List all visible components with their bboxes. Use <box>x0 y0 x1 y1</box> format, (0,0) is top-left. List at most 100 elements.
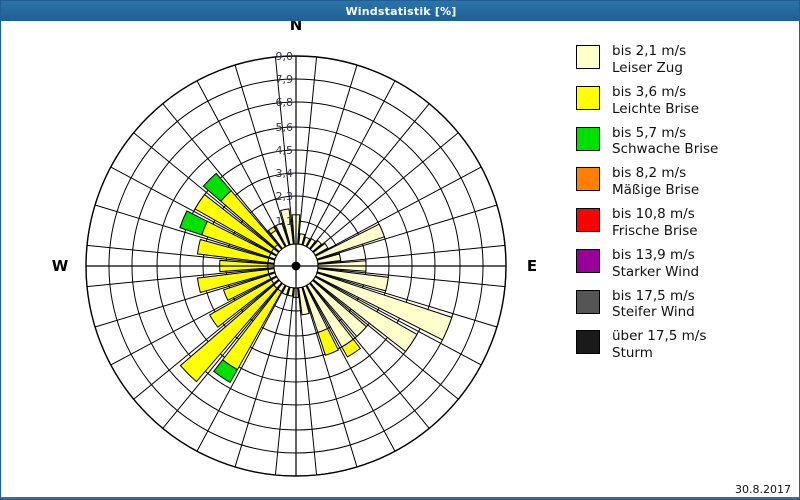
radial-tick-label: 5,6 <box>276 121 294 134</box>
legend-label-group: bis 5,7 m/s Schwache Brise <box>612 125 718 159</box>
legend-speed-label: bis 13,9 m/s <box>612 246 695 263</box>
windrose-petal-segment <box>202 172 232 202</box>
windrose-petal-segment <box>341 338 362 358</box>
legend-label-group: über 17,5 m/s Sturm <box>612 328 706 362</box>
legend-item: bis 17,5 m/s Steifer Wind <box>576 288 796 322</box>
radial-tick-labels: 1,1 2,3 3,4 4,5 5,6 6,8 7,9 9,0 <box>276 50 294 228</box>
legend-label-group: bis 10,8 m/s Frische Brise <box>612 206 698 240</box>
grid-spoke <box>94 271 276 328</box>
legend-color-swatch <box>576 45 600 69</box>
legend-item: bis 8,2 m/s Mäßige Brise <box>576 165 796 199</box>
grid-spoke <box>316 271 498 328</box>
windrose-plot-area: 1,1 2,3 3,4 4,5 5,6 6,8 7,9 9,0 N E S W <box>1 21 567 499</box>
grid-spoke <box>312 132 459 253</box>
legend-speed-label: bis 3,6 m/s <box>612 83 687 100</box>
legend-label-group: bis 13,9 m/s Starker Wind <box>612 247 699 281</box>
window-title: Windstatistik [%] <box>345 4 457 18</box>
grid-spoke <box>234 64 291 246</box>
legend-speed-label: über 17,5 m/s <box>612 328 707 345</box>
legend-name-label: Starker Wind <box>612 263 700 280</box>
legend-speed-label: bis 17,5 m/s <box>612 287 695 304</box>
grid-spoke <box>110 275 277 366</box>
radial-tick-label: 2,3 <box>276 190 294 203</box>
grid-spoke <box>110 166 277 257</box>
legend-color-swatch <box>576 289 600 314</box>
windrose-petals <box>179 172 453 384</box>
grid-spoke <box>274 56 295 245</box>
legend-label-group: bis 8,2 m/s Mäßige Brise <box>612 165 699 199</box>
legend-item: bis 3,6 m/s Leichte Brise <box>576 84 796 118</box>
legend-speed-label: bis 2,1 m/s <box>612 43 687 59</box>
radial-tick-label: 3,4 <box>276 167 294 180</box>
grid-spoke <box>309 103 430 250</box>
grid-spoke <box>297 56 318 245</box>
grid-spoke <box>305 80 396 247</box>
legend-item: bis 5,7 m/s Schwache Brise <box>576 125 796 159</box>
legend-name-label: Schwache Brise <box>612 141 719 158</box>
grid-spoke <box>301 64 358 246</box>
compass-label-east: E <box>527 257 537 275</box>
legend-color-swatch <box>576 167 600 192</box>
grid-spoke <box>196 285 287 452</box>
windrose-petal-segment <box>196 268 270 294</box>
legend-label-group: bis 17,5 m/s Steifer Wind <box>612 288 695 322</box>
grid-spoke <box>94 204 276 261</box>
radial-tick-label: 1,1 <box>276 215 294 228</box>
legend-speed-label: bis 8,2 m/s <box>612 165 687 182</box>
grid-spoke <box>317 267 506 288</box>
grid-spoke <box>301 286 358 468</box>
grid-spoke <box>274 287 295 476</box>
legend-speed-label: bis 5,7 m/s <box>612 124 687 141</box>
radial-tick-label: 4,5 <box>276 144 294 157</box>
grid-spoke <box>312 279 459 400</box>
footer-date: 30.8.2017 <box>735 483 791 496</box>
grid-spoke <box>317 244 506 265</box>
grid-spoke <box>86 267 275 288</box>
legend-name-label: Leichte Brise <box>612 100 700 117</box>
windrose-petal-segment <box>194 193 275 253</box>
compass-label-south: S <box>291 494 302 499</box>
legend-item: bis 2,1 m/s Leiser Zug <box>576 43 796 77</box>
legend-item: über 17,5 m/s Sturm <box>576 328 796 362</box>
grid-spoke <box>133 279 280 400</box>
legend-name-label: Frische Brise <box>612 222 698 239</box>
windrose-petal-segment <box>208 279 275 328</box>
windrose-petal-segment <box>179 284 278 383</box>
grid-spoke <box>305 285 396 452</box>
grid-spoke <box>297 287 318 476</box>
grid-spoke <box>196 80 287 247</box>
compass-labels: N E S W <box>52 21 537 499</box>
radial-tick-label: 9,0 <box>276 50 294 63</box>
legend-label-group: bis 3,6 m/s Leichte Brise <box>612 84 699 118</box>
legend-label-group: bis 2,1 m/s Leiser Zug <box>612 43 686 77</box>
grid-spoke <box>86 244 275 265</box>
grid-spoke <box>309 282 430 429</box>
grid-spoke <box>234 286 291 468</box>
compass-label-west: W <box>52 257 69 275</box>
windrose-petal-segment <box>317 327 340 356</box>
radial-tick-label: 7,9 <box>276 73 294 86</box>
grid-spoke <box>315 166 482 257</box>
radial-tick-label: 6,8 <box>276 96 294 109</box>
legend-name-label: Steifer Wind <box>612 304 695 321</box>
legend-item: bis 13,9 m/s Starker Wind <box>576 247 796 281</box>
legend-color-swatch <box>576 248 600 273</box>
legend-speed-label: bis 10,8 m/s <box>612 206 695 222</box>
polar-axes <box>85 55 507 477</box>
legend-color-swatch <box>576 330 600 355</box>
legend-color-swatch <box>576 126 600 151</box>
outer-boundary-circle <box>85 55 507 477</box>
windrose-petal-segment <box>212 359 239 384</box>
windrose-petal-segment <box>267 226 277 235</box>
grid-spoke <box>162 103 283 250</box>
footer-rule <box>1 497 799 499</box>
legend-name-label: Leiser Zug <box>612 59 683 76</box>
legend-name-label: Sturm <box>612 345 653 362</box>
windrose-petal-segment <box>179 210 209 236</box>
grid-spoke <box>315 275 482 366</box>
windrose-chart: 1,1 2,3 3,4 4,5 5,6 6,8 7,9 9,0 N E S W <box>52 21 537 499</box>
grid-spoke <box>316 204 498 261</box>
grid-spoke <box>162 282 283 429</box>
legend-item: bis 10,8 m/s Frische Brise <box>576 206 796 240</box>
